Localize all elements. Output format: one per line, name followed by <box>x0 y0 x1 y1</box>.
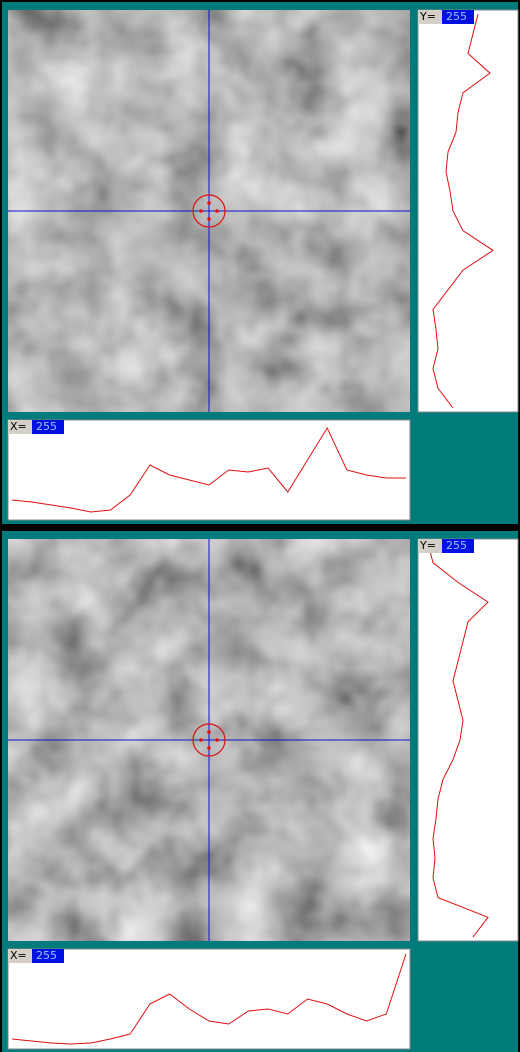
x-label: X= <box>10 420 27 433</box>
y-value: 255 <box>446 539 467 552</box>
cursor-dot <box>199 738 203 742</box>
page: Y=255X=255Y=255X=255 (() => { const data… <box>0 0 520 1052</box>
x-profile-box <box>8 420 410 520</box>
app-window: Y= 255 X= 255 Y= 255 X= 255 <box>0 0 520 1052</box>
cursor-dot <box>215 209 219 213</box>
cursor-dot <box>199 209 203 213</box>
y-label: Y= <box>419 539 436 552</box>
y-profile-box <box>418 539 518 941</box>
cursor-dot <box>207 730 211 734</box>
x-value: 255 <box>36 949 57 962</box>
cursor-dot <box>207 746 211 750</box>
x-label: X= <box>10 949 27 962</box>
cursor-dot <box>215 738 219 742</box>
y-label: Y= <box>419 10 436 23</box>
y-value: 255 <box>446 10 467 23</box>
cursor-dot <box>207 201 211 205</box>
y-profile-box <box>418 10 518 412</box>
x-profile-box <box>8 949 410 1049</box>
x-value: 255 <box>36 420 57 433</box>
cursor-dot <box>207 217 211 221</box>
